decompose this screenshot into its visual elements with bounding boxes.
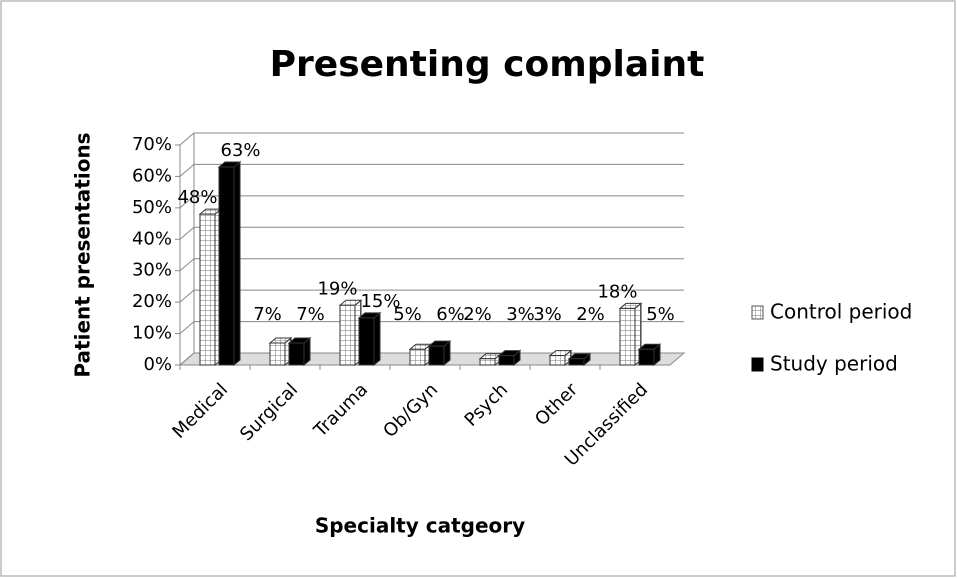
- bar: [428, 345, 445, 366]
- bar-side: [233, 160, 241, 367]
- bar: [358, 317, 375, 366]
- bar: [218, 166, 235, 366]
- value-label: 3%: [506, 304, 535, 325]
- value-label: 19%: [317, 278, 357, 299]
- grid-line: [179, 226, 684, 240]
- value-label: 48%: [177, 187, 217, 208]
- value-label: 63%: [220, 140, 260, 161]
- y-tick-label: 70%: [132, 134, 172, 155]
- y-tick-label: 50%: [132, 197, 172, 218]
- bar: [619, 307, 636, 366]
- bar: [638, 348, 655, 366]
- bar: [549, 355, 566, 366]
- y-tick-label: 30%: [132, 260, 172, 281]
- y-tick-label: 60%: [132, 165, 172, 186]
- bar: [269, 342, 286, 366]
- value-label: 2%: [576, 304, 605, 325]
- legend-swatch: [751, 305, 764, 320]
- bar: [479, 358, 496, 366]
- grid-line: [179, 352, 684, 366]
- legend-label: Control period: [770, 300, 912, 324]
- legend-swatch: [751, 357, 764, 372]
- grid-line: [179, 258, 684, 272]
- bar: [339, 304, 356, 366]
- grid-line: [179, 289, 684, 303]
- value-label: 2%: [463, 304, 492, 325]
- value-label: 7%: [296, 304, 325, 325]
- value-label: 5%: [393, 304, 422, 325]
- value-label: 5%: [646, 304, 675, 325]
- legend-label: Study period: [770, 352, 898, 376]
- y-tick-label: 40%: [132, 228, 172, 249]
- grid-line: [179, 132, 684, 146]
- y-tick-label: 20%: [132, 291, 172, 312]
- chart-title: Presenting complaint: [270, 44, 705, 85]
- bar: [199, 213, 216, 366]
- bar: [409, 348, 426, 366]
- x-axis-label: Specialty catgeory: [315, 514, 525, 538]
- value-label: 3%: [533, 304, 562, 325]
- y-tick-label: 10%: [132, 323, 172, 344]
- grid-line: [179, 163, 684, 177]
- bar: [288, 342, 305, 366]
- bar: [498, 355, 515, 366]
- value-label: 7%: [253, 304, 282, 325]
- value-label: 18%: [597, 281, 637, 302]
- value-label: 6%: [436, 304, 465, 325]
- bar-side: [373, 311, 381, 367]
- bar: [568, 358, 585, 366]
- grid-line: [179, 321, 684, 334]
- value-label: 15%: [360, 291, 400, 312]
- y-axis-label: Patient presentations: [71, 132, 95, 377]
- grid-line: [179, 195, 684, 209]
- y-tick-label: 0%: [143, 354, 172, 375]
